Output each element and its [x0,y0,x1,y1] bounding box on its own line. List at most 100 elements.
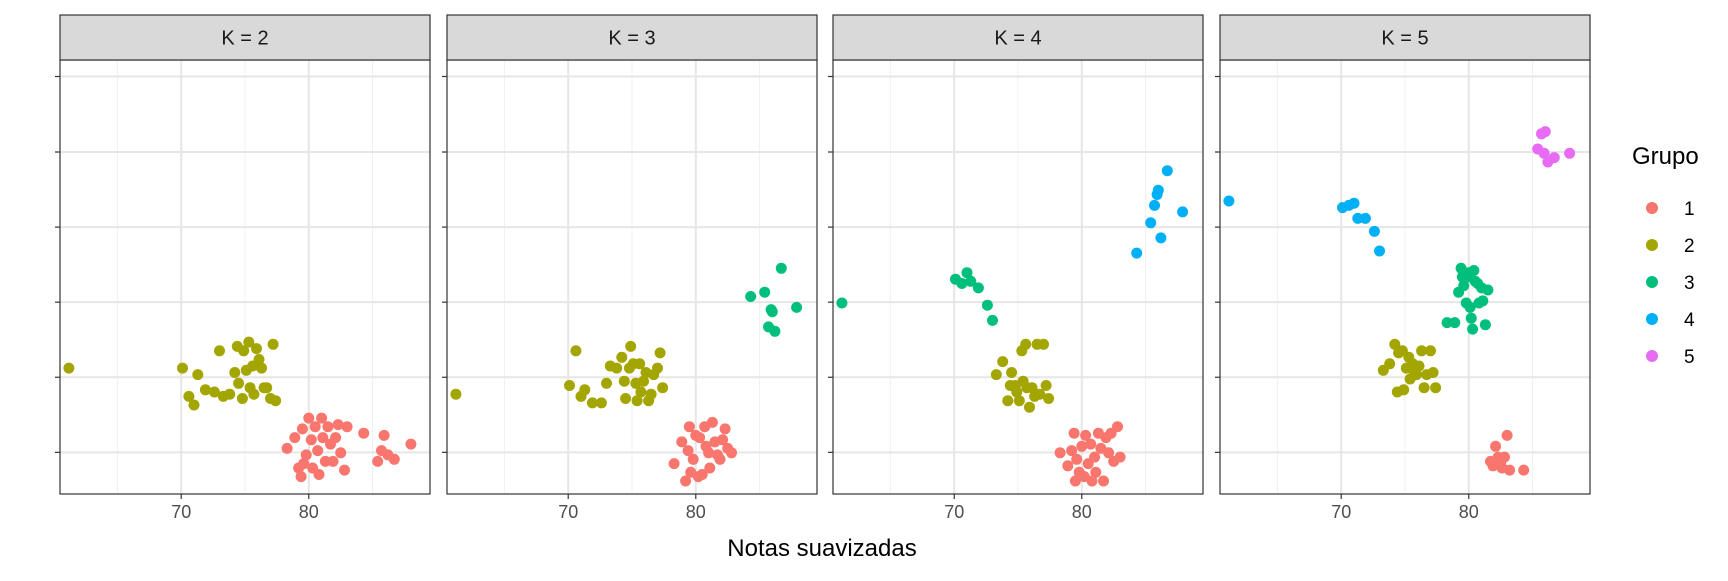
data-point [1223,195,1235,207]
data-point [1479,319,1491,331]
data-point [322,421,334,433]
data-point [1348,197,1360,209]
data-point [183,390,195,402]
data-point [745,291,757,302]
facet-strip [446,14,818,61]
data-point [233,377,245,389]
data-point [759,286,771,298]
data-point [1080,429,1092,441]
legend: Grupo 1 2 3 4 5 [1632,143,1699,368]
data-point [295,471,307,483]
data-point [1011,386,1023,398]
data-point [990,369,1002,381]
data-point [1020,338,1032,350]
data-point [1564,147,1576,159]
data-point [645,388,657,400]
data-point [1384,358,1396,370]
data-point [303,412,315,424]
data-point [1352,212,1364,224]
legend-label: 2 [1684,236,1695,257]
data-point [719,423,731,435]
data-point [775,262,787,274]
data-point [1490,440,1502,452]
data-point [579,384,591,396]
data-point [631,395,643,407]
data-point [836,297,848,309]
data-point [1054,447,1066,459]
data-point [188,399,200,411]
data-point [654,347,666,359]
data-point [312,445,324,457]
x-tick-label: 80 [686,502,706,522]
x-tick-label: 80 [299,502,319,522]
data-point [680,475,692,487]
data-point [450,388,462,400]
data-point [339,464,350,476]
data-point [1430,382,1442,394]
data-point [1114,451,1126,463]
data-point [1002,395,1014,407]
data-point [1425,345,1436,357]
data-point [972,282,984,294]
data-point [300,449,312,461]
data-point [586,397,598,409]
data-point [335,447,347,459]
data-point [1416,345,1428,357]
data-point [1501,429,1513,441]
legend-label: 3 [1684,273,1695,294]
data-point [1482,284,1494,296]
data-point [313,469,325,480]
legend-key [1646,276,1658,288]
data-point [309,421,321,433]
data-point [1038,338,1049,350]
data-point [1418,382,1430,394]
facet-strip-label: K = 5 [1381,28,1428,50]
data-point [769,325,781,337]
legend-key [1646,313,1658,325]
data-point [687,453,699,465]
data-point [1155,232,1167,244]
data-point [1089,451,1101,463]
data-point [987,314,998,326]
data-point [238,345,250,357]
data-point [618,375,630,387]
data-point [330,432,342,444]
data-point [620,393,632,404]
data-point [652,362,663,374]
data-point [319,455,331,467]
data-point [289,432,301,444]
facet-panel: K = 5 70 80 [1215,14,1591,522]
legend-key [1646,350,1658,362]
facet-panel: K = 3 70 80 [442,14,818,522]
data-point [1465,312,1477,324]
data-point [1161,165,1173,177]
data-point [1411,369,1422,381]
data-point [1069,475,1081,487]
data-point [1131,247,1143,259]
data-point [388,453,400,465]
data-point [177,362,188,374]
data-point [281,442,293,454]
data-point [341,421,353,433]
data-point [296,423,308,435]
data-point [682,445,694,457]
data-point [316,412,328,424]
data-point [1071,453,1083,465]
data-point [676,436,688,448]
data-point [704,462,716,474]
data-point [253,354,265,365]
data-point [1026,382,1038,394]
legend-title: Grupo [1632,143,1699,170]
data-point [261,382,273,394]
facet-panels: K = 2 70 80 K = 3 70 80 K = 4 70 80 K = 5 70 80 [55,14,1591,522]
data-point [564,380,575,391]
data-point [1368,225,1380,237]
data-point [332,419,344,431]
data-point [1024,401,1035,413]
data-point [1539,126,1551,138]
data-point [236,393,248,404]
data-point [1464,301,1476,313]
data-point [372,455,384,467]
facet-strip-label: K = 3 [608,28,655,50]
